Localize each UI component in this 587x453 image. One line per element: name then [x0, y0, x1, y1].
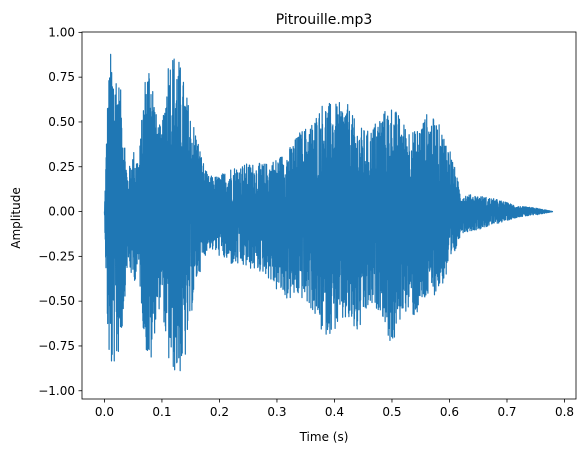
x-axis-label: Time (s)	[299, 430, 349, 444]
x-tick-label: 0.5	[382, 405, 401, 419]
y-tick-label: −0.75	[38, 339, 75, 353]
y-axis: 1.00 0.75 0.50 0.25 0.00 −0.25 −0.50 −0.75 −1.00	[38, 25, 82, 398]
y-tick-label: 1.00	[48, 25, 75, 39]
x-tick-label: 0.4	[325, 405, 344, 419]
y-axis-label: Amplitude	[9, 187, 23, 249]
waveform-series-line	[103, 53, 554, 372]
x-tick-label: 0.6	[440, 405, 459, 419]
y-tick-label: −0.50	[38, 294, 75, 308]
x-tick-label: 0.0	[95, 405, 114, 419]
y-tick-label: 0.75	[48, 70, 75, 84]
plot-frame	[81, 31, 577, 400]
x-tick-label: 0.7	[497, 405, 516, 419]
x-tick-label: 0.1	[152, 405, 171, 419]
x-axis: 0.0 0.1 0.2 0.3 0.4 0.5 0.6 0.7 0.8	[95, 399, 574, 419]
x-tick-label: 0.8	[555, 405, 574, 419]
y-tick-label: −1.00	[38, 384, 75, 398]
x-tick-label: 0.2	[210, 405, 229, 419]
x-tick-label: 0.3	[267, 405, 286, 419]
y-tick-label: 0.00	[48, 205, 75, 219]
chart-title: Pitrouille.mp3	[276, 12, 373, 28]
y-tick-label: 0.50	[48, 115, 75, 129]
y-tick-label: 0.25	[48, 160, 75, 174]
y-tick-label: −0.25	[38, 249, 75, 263]
plot-area	[103, 53, 554, 372]
